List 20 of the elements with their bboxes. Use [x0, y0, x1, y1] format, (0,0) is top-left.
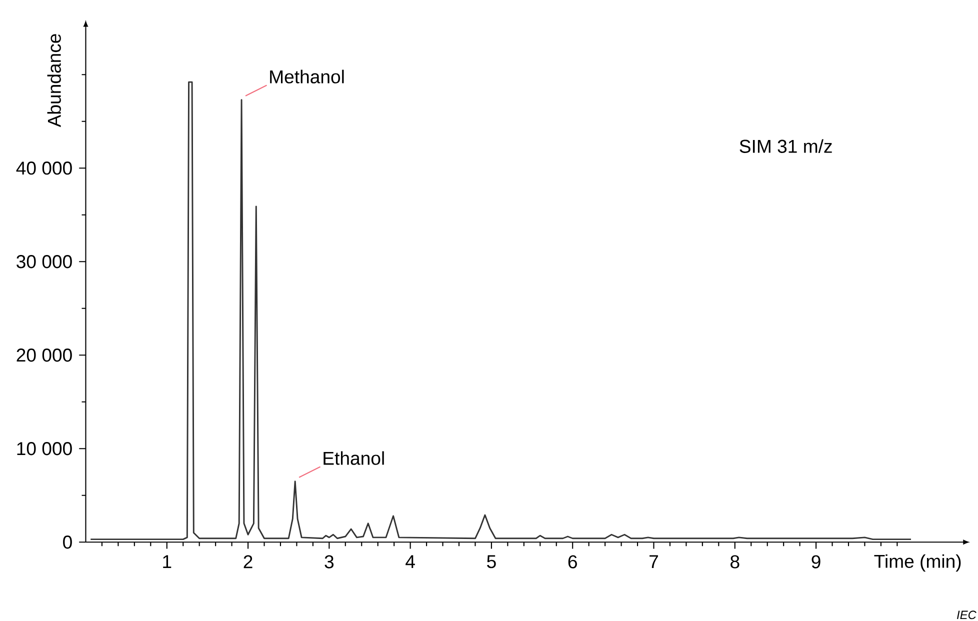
y-tick-label: 40 000 — [16, 162, 72, 175]
annotation: Methanol — [270, 70, 344, 84]
annotation: SIM 31 m/z — [740, 139, 832, 154]
x-tick-label: 2 — [244, 555, 252, 568]
x-tick-label: 3 — [324, 555, 334, 568]
x-tick-label: 5 — [487, 555, 496, 568]
y-tick-label: 30 000 — [16, 255, 72, 268]
x-axis-title: Time (min) — [874, 554, 961, 572]
y-axis-title: Abundance — [47, 34, 61, 128]
x-tick-label: 1 — [163, 555, 172, 568]
x-tick-label: 9 — [812, 555, 820, 568]
x-tick-label: 4 — [406, 555, 415, 568]
x-tick-label: 7 — [650, 555, 658, 568]
y-tick-label: 20 000 — [16, 348, 72, 362]
x-tick-label: 8 — [730, 555, 740, 568]
x-tick-label: 6 — [568, 555, 577, 568]
y-tick-label: 0 — [63, 536, 72, 549]
text: IEC — [957, 610, 976, 620]
annotation: Ethanol — [324, 451, 384, 466]
y-tick-label: 10 000 — [17, 442, 72, 456]
